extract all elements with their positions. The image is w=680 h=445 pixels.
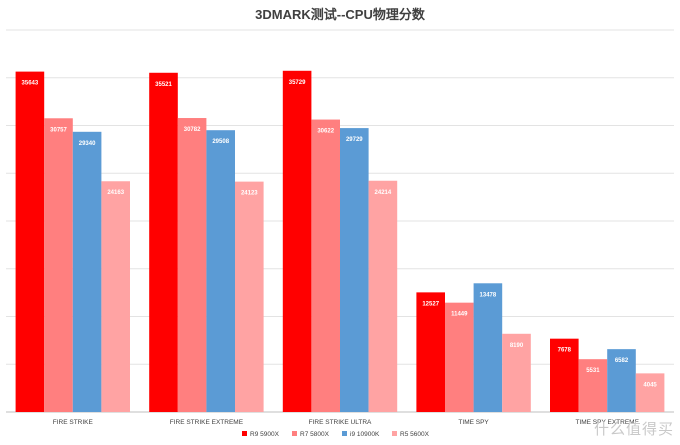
bar — [235, 181, 264, 412]
legend-swatch — [342, 431, 347, 436]
data-label: 35521 — [155, 82, 172, 88]
data-label: 30782 — [184, 127, 201, 133]
data-label: 13478 — [480, 292, 497, 298]
legend-label: R7 5800X — [300, 431, 330, 438]
data-label: 12527 — [422, 301, 439, 307]
data-label: 7678 — [558, 348, 572, 354]
data-label: 30622 — [317, 129, 334, 135]
data-label: 35643 — [22, 81, 39, 87]
category-label: FIRE STRIKE — [53, 419, 94, 426]
bar — [607, 349, 636, 412]
legend-swatch — [292, 431, 297, 436]
category-label: FIRE STRIKE EXTREME — [170, 419, 244, 426]
bar — [177, 118, 207, 413]
bar — [445, 302, 474, 412]
category-label: TIME SPY — [458, 419, 489, 426]
bar — [44, 118, 73, 412]
data-label: 6582 — [615, 358, 629, 364]
data-label: 29508 — [212, 139, 229, 145]
data-label: 24123 — [241, 191, 258, 197]
bar — [340, 128, 369, 412]
data-label: 5531 — [586, 368, 600, 374]
legend-label: R5 5600X — [400, 431, 430, 438]
bar — [72, 131, 102, 413]
legend-swatch — [392, 431, 397, 436]
category-label: TIME SPY EXTREME — [575, 419, 639, 426]
data-label: 8190 — [510, 343, 524, 349]
category-label: FIRE STRIKE ULTRA — [309, 419, 372, 426]
data-label: 29729 — [346, 137, 363, 143]
bar — [311, 119, 340, 412]
chart-title: 3DMARK测试--CPU物理分数 — [255, 7, 426, 22]
data-label: 35729 — [289, 80, 306, 86]
data-label: 11449 — [451, 312, 468, 318]
bar — [149, 72, 178, 413]
bar — [368, 180, 398, 412]
legend-label: i9 10900K — [350, 431, 380, 438]
bar — [282, 70, 312, 412]
bar — [635, 373, 665, 412]
bar — [416, 292, 445, 412]
bar — [15, 71, 45, 413]
bar — [578, 359, 608, 412]
watermark: 什么值得买 — [593, 421, 674, 438]
bar — [502, 333, 531, 412]
data-label: 30757 — [50, 127, 67, 133]
data-label: 29340 — [79, 141, 96, 147]
bar — [206, 130, 235, 412]
bar — [473, 283, 503, 412]
data-label: 4045 — [643, 382, 657, 388]
bar — [101, 181, 130, 412]
data-label: 24163 — [107, 190, 124, 196]
data-label: 24214 — [375, 190, 392, 196]
legend-label: R9 5900X — [250, 431, 280, 438]
legend-swatch — [242, 431, 247, 436]
bar — [550, 338, 579, 412]
